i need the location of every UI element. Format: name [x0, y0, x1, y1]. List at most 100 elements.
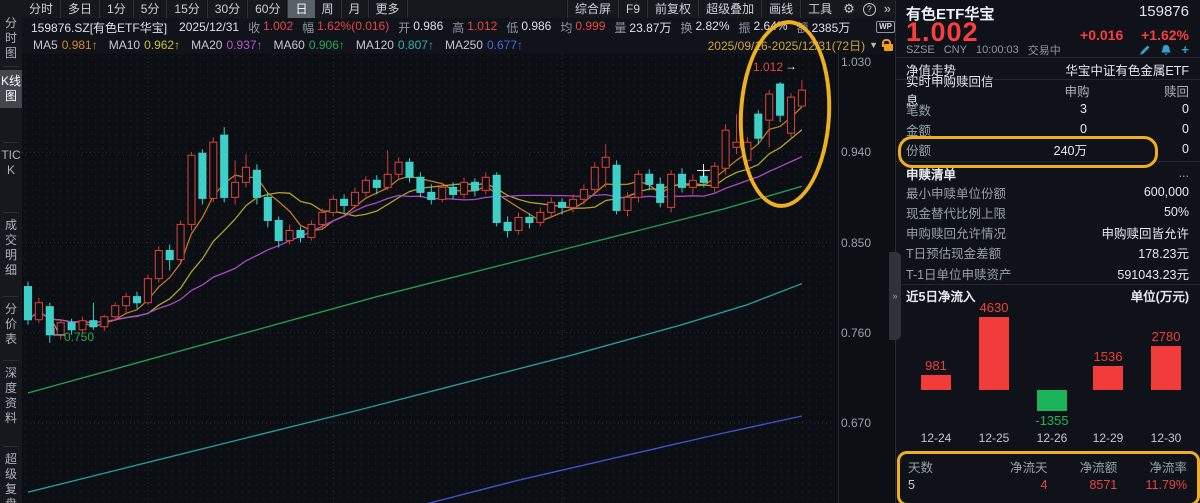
flow-x-label: 12-30	[1150, 431, 1182, 445]
col-redeem-header: 赎回	[1163, 84, 1189, 99]
stats-headers: 天数 净流天 净流额 净流率	[896, 457, 1200, 476]
action-综合屏[interactable]: 综合屏	[567, 0, 618, 18]
last-price: 1.002	[906, 17, 979, 47]
etf-name: 有色ETF华宝	[906, 6, 995, 23]
nav-fund-name: 华宝中证有色金属ETF	[1065, 63, 1189, 78]
unlock-icon[interactable]	[882, 38, 893, 52]
tab-1分[interactable]: 1分	[100, 0, 134, 18]
field-value: 1.62%(0.016)	[317, 18, 390, 33]
tab-月[interactable]: 月	[342, 0, 369, 18]
wp-monitor-icon[interactable]: WP	[876, 21, 895, 33]
field-label: 收	[248, 20, 261, 35]
list-row-3: 申购赎回允许情况 申购赎回皆允许	[896, 222, 1200, 242]
flow-bar-12-30	[1151, 346, 1181, 390]
flow-bar-12-26	[1037, 390, 1067, 412]
nav-row[interactable]: 净值走势 华宝中证有色金属ETF	[896, 59, 1200, 79]
net-inflow-bar-chart: 981 12-24 4630 12-25 -1355 12-26 1536 12-29 2780…	[896, 300, 1200, 450]
tab-日[interactable]: 日	[288, 0, 315, 18]
list-row-2: 现金替代比例上限 50%	[896, 202, 1200, 222]
kline-chart[interactable]	[22, 54, 836, 503]
change-percent: +1.62%	[1141, 27, 1189, 43]
tab-多日[interactable]: 多日	[61, 0, 101, 18]
action-工具[interactable]: 工具	[800, 0, 839, 18]
flow-x-label: 12-26	[1036, 431, 1068, 445]
sidebar-item-5[interactable]: 分价表	[4, 302, 17, 346]
buy-value: 240万	[1053, 143, 1087, 158]
action-超级叠加[interactable]: 超级叠加	[698, 0, 761, 18]
flow-bar-value: 4630	[979, 300, 1009, 315]
row-value: 600,000	[1143, 185, 1189, 199]
low-price-annotation: 0.750	[64, 330, 95, 344]
more-ellipsis[interactable]: ...	[1178, 166, 1189, 180]
tab-5分[interactable]: 5分	[134, 0, 168, 18]
quote-fields: 收 1.002 幅 1.62%(0.016) 开 0.986 高 1.012 低 0.986 均 0.…	[239, 19, 850, 36]
panel-splitter-handle[interactable]: »	[889, 252, 901, 340]
ma-values: MA5 0.981↑ MA10 0.962↑ MA20 0.937↑ MA60 0.906↑ M…	[22, 38, 523, 52]
tab-周[interactable]: 周	[315, 0, 342, 18]
ma-label-MA10: MA10	[108, 38, 141, 52]
period-toolbar: 分时 多日 1分 5分 15分 30分 60分日周月更多 综合屏 F9 前复权 超级叠加 画线 工具 …	[22, 0, 895, 19]
tab-更多[interactable]: 更多	[369, 0, 408, 18]
divider	[896, 284, 1200, 285]
field-label: 量	[614, 20, 627, 35]
action-前复权[interactable]: 前复权	[647, 0, 698, 18]
action-画线[interactable]: 画线	[761, 0, 800, 18]
ma-label-MA60: MA60	[273, 38, 305, 52]
add-to-watchlist-icon[interactable]: +	[1181, 42, 1189, 57]
field-value: 2385万	[811, 20, 851, 35]
sidebar-divider	[3, 142, 19, 143]
divider	[896, 79, 1200, 80]
tab-30分[interactable]: 30分	[208, 0, 249, 18]
field-value: 0.999	[575, 18, 606, 33]
flow-x-label: 12-24	[920, 431, 952, 445]
sidebar-item-6[interactable]: 深度资料	[4, 366, 17, 425]
sidebar-item-2[interactable]: K线图	[0, 70, 22, 108]
toolbar-actions: 综合屏 F9 前复权 超级叠加 画线 工具	[567, 0, 839, 18]
settings-gear-icon[interactable]: ⚙	[843, 1, 855, 16]
y-tick-label: 0.850	[841, 235, 872, 250]
row-value: 50%	[1163, 205, 1189, 219]
divider	[896, 161, 1200, 162]
sidebar-item-4[interactable]: 成交明细	[4, 218, 17, 277]
list-row-1: 最小申赎单位份额 600,000	[896, 182, 1200, 202]
sidebar-divider	[3, 66, 19, 67]
row-value: 178.23元	[1138, 246, 1189, 261]
more-chevrons-icon[interactable]: »	[883, 1, 891, 16]
ma-value-MA60: 0.906↑	[308, 38, 345, 52]
sidebar-item-3[interactable]: TICK	[1, 148, 21, 177]
date-range-label[interactable]: 2025/09/16-2025/12/31(72日)	[707, 38, 866, 53]
y-tick-label: 0.760	[841, 325, 872, 340]
row-label: 笔数	[906, 103, 932, 118]
field-value: 1.002	[263, 18, 294, 33]
list-row-4: T日预估现金差额 178.23元	[896, 242, 1200, 262]
bell-icon[interactable]	[1160, 44, 1172, 56]
sidebar-item-7[interactable]: 超级复盘	[4, 452, 17, 503]
ma-value-MA5: 0.981↑	[61, 38, 98, 52]
date-label: 2025/12/31	[179, 20, 240, 34]
ma-label-MA5: MA5	[33, 38, 58, 52]
realtime-header-row: 实时申购赎回信息 申购 赎回	[896, 75, 1200, 108]
list-row-5: T-1日单位申赎资产 591043.23元	[896, 263, 1200, 283]
action-F9[interactable]: F9	[618, 0, 647, 18]
y-tick-label: 0.940	[841, 145, 872, 160]
chevron-down-icon[interactable]: ▼	[869, 40, 878, 50]
stat-value-天数: 5	[908, 478, 915, 492]
realtime-row-笔数: 笔数 3 0	[896, 99, 1200, 119]
tab-15分[interactable]: 15分	[167, 0, 208, 18]
high-price-annotation: 1.012	[753, 60, 784, 74]
help-icon[interactable]: ?	[862, 2, 876, 16]
flow-bar-12-24	[921, 374, 951, 390]
row-label: 最小申赎单位份额	[906, 186, 1007, 201]
tab-60分[interactable]: 60分	[248, 0, 289, 18]
stat-header-净流率: 净流率	[1149, 461, 1187, 475]
panel-header: 有色ETF华宝 159876	[896, 3, 1200, 24]
sidebar-item-1[interactable]: 分时图	[4, 16, 17, 60]
redeem-value: 0	[1182, 142, 1189, 156]
left-sidebar: 分时图 K线图 TICK 成交明细分价表深度资料超级复盘	[0, 0, 23, 503]
pencil-icon[interactable]	[1139, 44, 1151, 56]
period-tabs: 分时 多日 1分 5分 15分 30分 60分日周月更多	[22, 0, 408, 18]
tab-分时[interactable]: 分时	[22, 0, 62, 18]
sidebar-divider	[3, 446, 19, 447]
quote-info-bar: 159876.SZ[有色ETF华宝] 2025/12/31 收 1.002 幅 1.6…	[22, 18, 895, 36]
